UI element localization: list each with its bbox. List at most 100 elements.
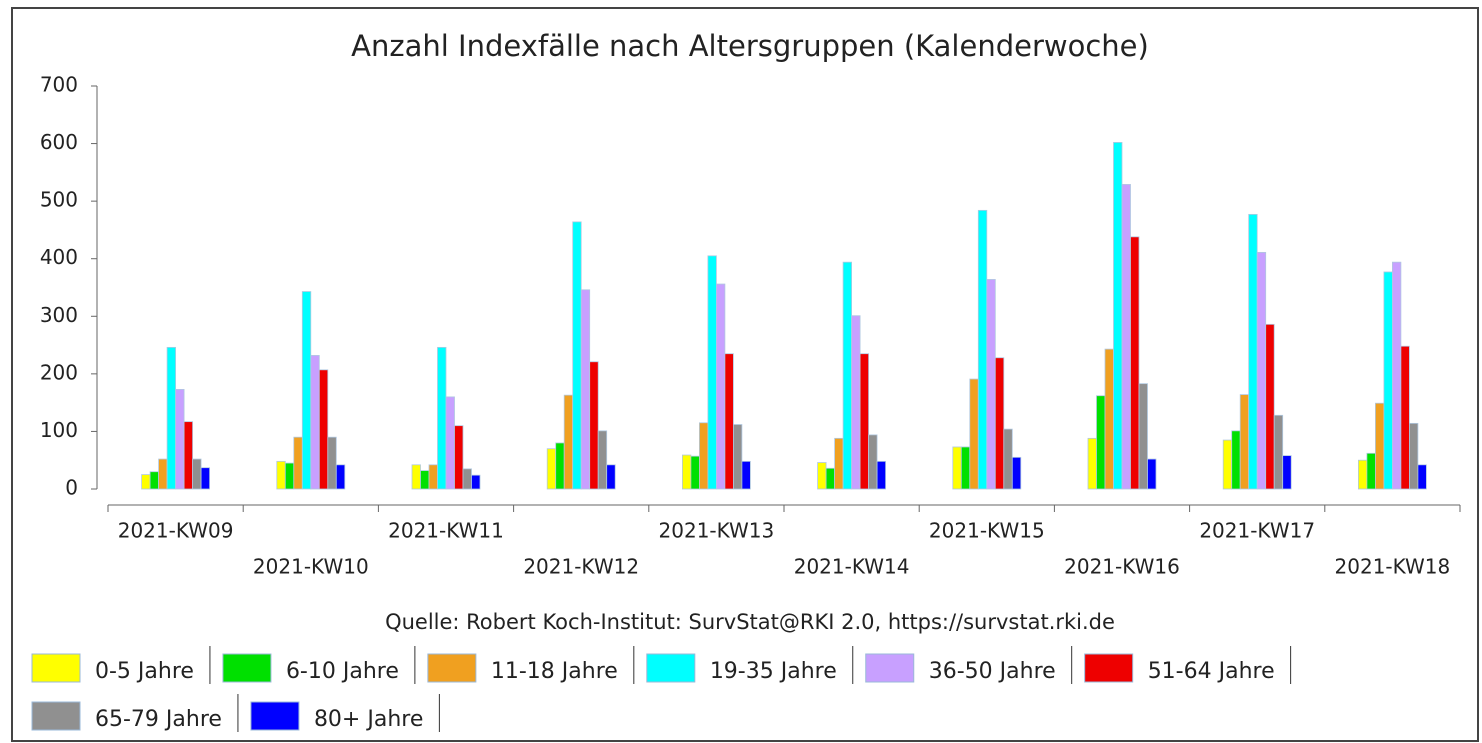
legend-label: 6-10 Jahre: [286, 659, 399, 684]
bar: [986, 279, 996, 490]
bar: [284, 462, 295, 490]
legend-swatch: [250, 701, 300, 731]
bar: [318, 369, 329, 490]
bar: [817, 462, 827, 490]
bar: [1358, 459, 1368, 490]
bar: [276, 460, 286, 490]
bar: [192, 458, 202, 490]
bar: [724, 353, 734, 490]
y-tick-label: 200: [40, 360, 78, 384]
bar: [825, 467, 835, 490]
bar: [166, 346, 177, 490]
bar: [1282, 455, 1292, 490]
bar: [969, 378, 979, 490]
legend-label: 0-5 Jahre: [95, 659, 194, 684]
bar: [301, 291, 312, 490]
bar: [733, 424, 743, 490]
bar: [1265, 323, 1275, 490]
bar: [183, 421, 194, 490]
bar: [699, 422, 709, 490]
bar: [200, 467, 211, 490]
bar: [572, 221, 582, 490]
bar: [1256, 251, 1267, 490]
bar: [960, 446, 971, 490]
bar: [158, 458, 168, 490]
x-tick-label: 2021-KW14: [794, 555, 910, 579]
bar: [716, 283, 726, 490]
frame: [11, 7, 1479, 742]
y-tick-label: 0: [65, 476, 78, 500]
legend-label: 51-64 Jahre: [1148, 659, 1275, 684]
bar: [1273, 414, 1284, 490]
bar: [428, 464, 438, 490]
y-tick-label: 300: [40, 303, 78, 327]
x-tick-label: 2021-KW12: [523, 555, 639, 579]
legend-swatch: [646, 653, 696, 683]
legend-swatch: [31, 653, 81, 683]
x-tick-label: 2021-KW13: [659, 519, 775, 543]
bar: [580, 289, 591, 490]
legend-swatch: [427, 653, 477, 683]
bar: [1375, 402, 1385, 490]
bar: [977, 209, 988, 490]
bar: [1409, 422, 1419, 490]
x-tick-label: 2021-KW18: [1335, 555, 1451, 579]
chart-title: Anzahl Indexfälle nach Altersgruppen (Ka…: [351, 29, 1149, 63]
x-tick-label: 2021-KW09: [118, 519, 234, 543]
bar: [1121, 184, 1131, 490]
bar: [1239, 394, 1250, 490]
x-tick-label: 2021-KW17: [1199, 519, 1315, 543]
x-tick-label: 2021-KW16: [1064, 555, 1180, 579]
bar: [335, 464, 346, 490]
bar: [1096, 395, 1106, 490]
legend-label: 80+ Jahre: [314, 707, 423, 732]
legend-swatch: [865, 653, 915, 683]
bar: [546, 448, 557, 490]
bar: [141, 474, 151, 490]
bar: [1087, 437, 1097, 490]
legend-label: 65-79 Jahre: [95, 707, 222, 732]
bar: [563, 394, 574, 490]
bar: [555, 442, 565, 490]
bar: [454, 425, 464, 490]
bar: [741, 460, 751, 490]
bar: [1003, 428, 1013, 490]
bar: [327, 436, 337, 490]
bar: [851, 315, 861, 490]
bar: [952, 446, 962, 490]
bar: [994, 357, 1005, 490]
bar: [690, 455, 700, 490]
bar: [1231, 430, 1241, 490]
bar: [437, 346, 447, 490]
bar: [868, 434, 878, 490]
legend-swatch: [31, 701, 81, 731]
legend-label: 11-18 Jahre: [491, 659, 618, 684]
bar: [1400, 345, 1410, 490]
bar: [149, 471, 160, 490]
legend-label: 36-50 Jahre: [929, 659, 1056, 684]
bar: [293, 436, 303, 490]
bar: [682, 454, 692, 490]
bar: [310, 355, 320, 490]
legend-swatch: [1084, 653, 1134, 683]
bar: [420, 470, 430, 490]
bar: [445, 396, 455, 490]
x-tick-label: 2021-KW11: [388, 519, 504, 543]
bar: [471, 474, 481, 490]
bar: [175, 389, 185, 490]
bar: [1138, 383, 1148, 490]
bar: [876, 460, 886, 490]
bar: [597, 430, 608, 490]
x-tick-label: 2021-KW15: [929, 519, 1045, 543]
bar: [1222, 439, 1233, 490]
y-tick-label: 600: [40, 130, 78, 154]
x-tick-label: 2021-KW10: [253, 555, 369, 579]
bar: [462, 468, 472, 490]
bar: [1366, 452, 1376, 490]
y-tick-label: 500: [40, 188, 78, 212]
legend-label: 19-35 Jahre: [710, 659, 837, 684]
bar: [1392, 261, 1402, 490]
bar: [1417, 464, 1427, 490]
source-note: Quelle: Robert Koch-Institut: SurvStat@R…: [385, 610, 1115, 634]
